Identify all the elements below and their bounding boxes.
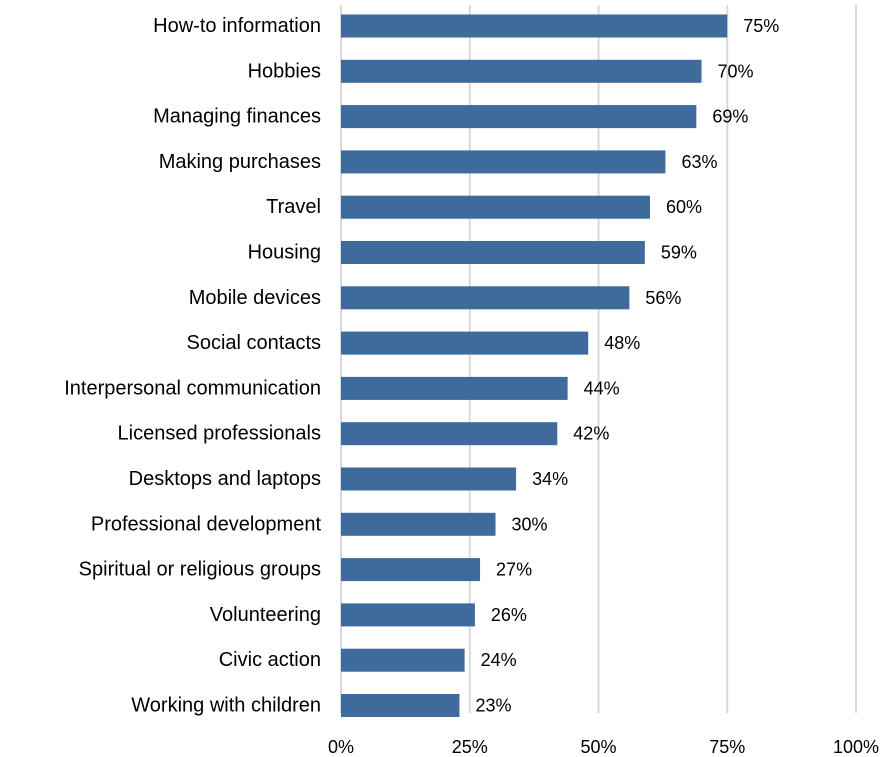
bar: [341, 422, 558, 446]
category-label: Managing finances: [153, 106, 321, 128]
x-tick-label: 50%: [580, 737, 616, 757]
bar: [341, 603, 475, 627]
bar: [341, 376, 568, 400]
category-label: Professional development: [91, 513, 322, 535]
category-label: Desktops and laptops: [129, 468, 321, 490]
bar: [341, 467, 517, 491]
data-label: 59%: [661, 243, 697, 263]
bar: [341, 150, 666, 174]
data-label: 34%: [532, 469, 568, 489]
bar: [341, 694, 460, 717]
data-label: 42%: [573, 424, 609, 444]
bar: [341, 558, 481, 582]
data-label: 26%: [491, 605, 527, 625]
category-label: Social contacts: [186, 332, 321, 354]
data-label: 56%: [645, 288, 681, 308]
bar: [341, 59, 702, 83]
x-tick-label: 0%: [328, 737, 354, 757]
data-label: 60%: [666, 197, 702, 217]
category-label: Interpersonal communication: [64, 377, 321, 399]
data-label: 23%: [475, 696, 511, 716]
x-tick-label: 25%: [452, 737, 488, 757]
category-label: How-to information: [153, 15, 321, 37]
category-label: Housing: [248, 242, 321, 264]
data-label: 24%: [481, 650, 517, 670]
category-labels: How-to information Hobbies Managing financ…: [64, 15, 321, 717]
category-label: Spiritual or religious groups: [79, 559, 321, 581]
data-label: 63%: [681, 152, 717, 172]
bar: [341, 241, 645, 264]
bar: [341, 195, 650, 219]
category-label: Volunteering: [210, 604, 321, 626]
category-label: Making purchases: [159, 151, 321, 173]
bar: [341, 648, 465, 672]
data-label: 48%: [604, 333, 640, 353]
data-label: 44%: [584, 378, 620, 398]
bar: [341, 331, 589, 355]
category-label: Travel: [266, 196, 321, 218]
data-label: 75%: [743, 16, 779, 36]
category-label: Licensed professionals: [118, 423, 321, 445]
bar: [341, 105, 697, 129]
category-label: Working with children: [131, 695, 321, 717]
category-label: Civic action: [219, 649, 321, 671]
data-label: 27%: [496, 560, 532, 580]
bar: [341, 512, 496, 536]
bars: [341, 14, 728, 717]
bar: [341, 286, 630, 310]
category-label: Mobile devices: [189, 287, 321, 309]
x-tick-label: 75%: [709, 737, 745, 757]
value-labels: 75% 70% 69% 63% 60% 59% 56% 48% 44% 42% 34% 30% 27% 2…: [475, 16, 779, 716]
category-label: Hobbies: [248, 60, 321, 82]
data-label: 70%: [718, 61, 754, 81]
data-label: 69%: [712, 107, 748, 127]
data-label: 30%: [512, 514, 548, 534]
x-tick-label: 100%: [833, 737, 879, 757]
bar: [341, 14, 728, 38]
x-axis-tick-labels: 0% 25% 50% 75% 100%: [328, 737, 879, 757]
